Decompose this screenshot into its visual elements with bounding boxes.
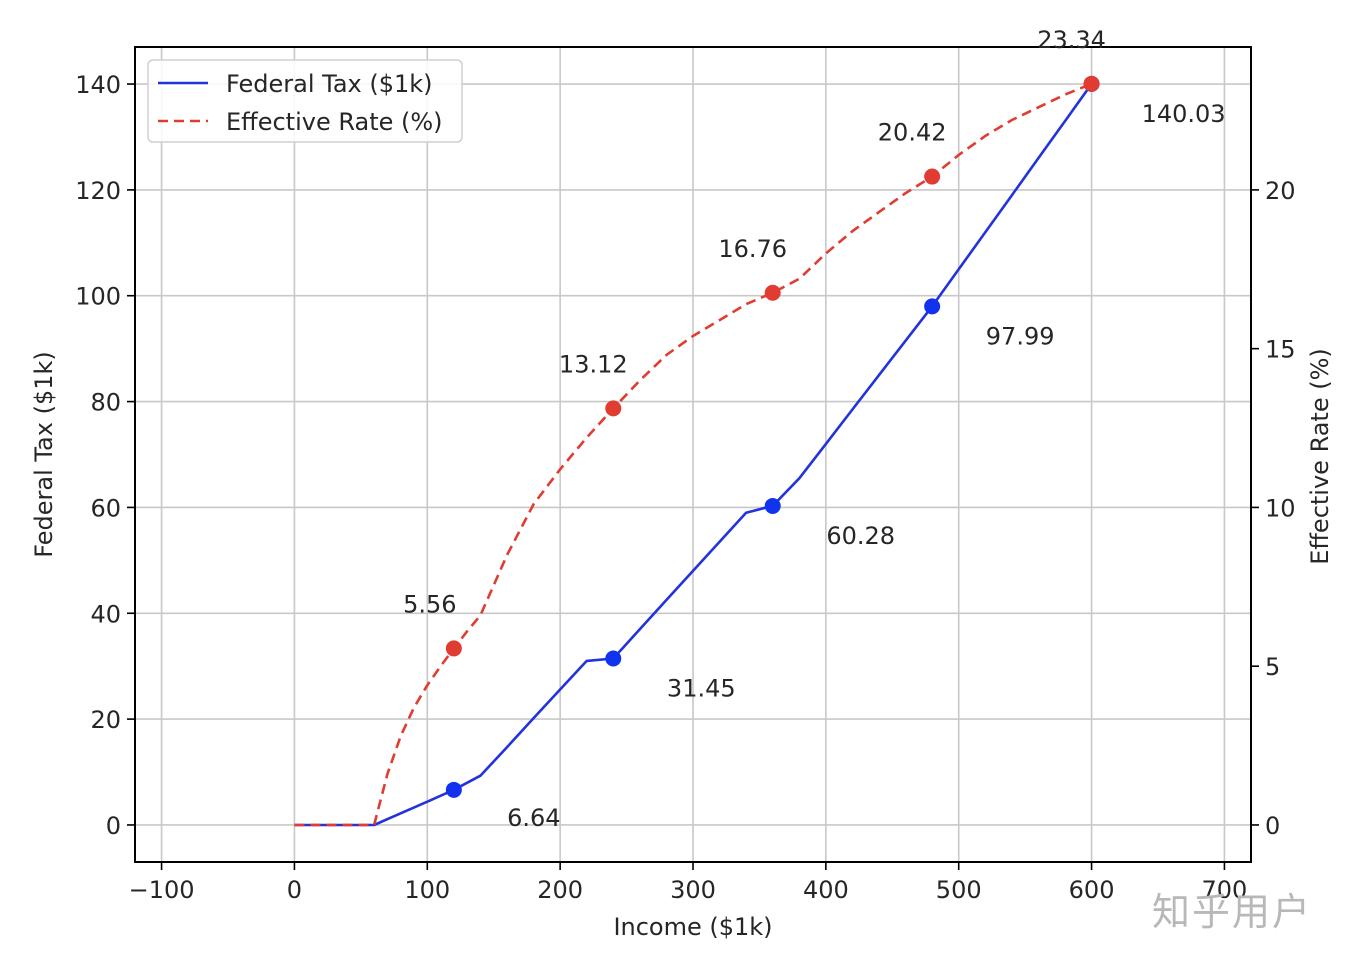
series-line-effective-rate [294,82,1093,827]
y2-tick-label: 15 [1265,336,1296,364]
x-tick-label: −100 [129,876,195,904]
data-label: 31.45 [667,675,736,703]
y-tick-label: 80 [90,389,121,417]
series-line-federal-tax [294,83,1093,827]
data-labels: 6.64 31.45 60.28 97.99 140.03 5.56 13.12 16.76 2… [403,26,1225,832]
y-tick-label: 100 [75,283,121,311]
legend-box [147,59,463,143]
data-label: 5.56 [403,590,456,618]
x-axis-label: Income ($1k) [613,913,772,941]
legend-entry: Effective Rate (%) [226,108,443,136]
data-label: 97.99 [986,322,1055,350]
x-tick-label: 200 [537,876,583,904]
legend-entry: Federal Tax ($1k) [226,70,433,98]
y-tick-label: 60 [90,494,121,522]
data-point [924,168,941,185]
y-tick-label: 0 [106,812,121,840]
y-axis-label: Federal Tax ($1k) [30,351,58,558]
x-tick-label: 500 [936,876,982,904]
y2-tick-label: 10 [1265,494,1296,522]
data-point [605,650,622,667]
watermark-text: 知乎用户 [1152,890,1312,934]
grid-lines [135,47,1251,862]
data-label: 23.34 [1037,26,1106,54]
x-tick-label: 400 [803,876,849,904]
data-point [1083,75,1100,92]
data-label: 140.03 [1142,100,1226,128]
data-point [764,284,781,301]
data-point [445,640,462,657]
axis-ticks: −100 0 100 200 300 400 500 600 70002040608010012… [75,71,1295,904]
data-label: 16.76 [718,235,787,263]
series-layer [294,75,1100,827]
legend: Federal Tax ($1k) Effective Rate (%) [147,59,463,143]
data-label: 13.12 [559,350,628,378]
data-point [605,400,622,417]
y2-tick-label: 5 [1265,653,1280,681]
x-tick-label: 100 [404,876,450,904]
data-label: 6.64 [507,804,560,832]
data-point [924,298,941,315]
data-point [445,781,462,798]
y2-axis-label: Effective Rate (%) [1306,348,1334,565]
y2-tick-label: 20 [1265,177,1296,205]
x-tick-label: 700 [1202,876,1248,904]
y-tick-label: 40 [90,600,121,628]
x-tick-label: 600 [1069,876,1115,904]
x-tick-label: 0 [287,876,302,904]
data-point [764,497,781,514]
y2-tick-label: 0 [1265,812,1280,840]
y-tick-label: 140 [75,71,121,99]
y-tick-label: 20 [90,706,121,734]
x-tick-label: 300 [670,876,716,904]
data-label: 60.28 [826,522,895,550]
data-label: 20.42 [878,119,947,147]
y-tick-label: 120 [75,177,121,205]
